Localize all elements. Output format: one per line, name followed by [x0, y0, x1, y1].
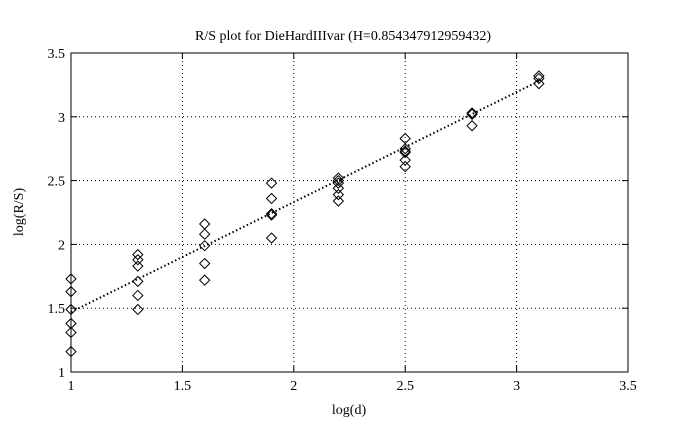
- y-axis-label: log(R/S): [12, 188, 27, 237]
- data-point-diamond: [198, 239, 211, 252]
- data-point-diamond: [132, 275, 144, 288]
- data-point-diamond: [332, 177, 345, 189]
- data-point-diamond: [198, 257, 211, 270]
- data-point-diamond: [399, 142, 411, 155]
- data-point-diamond: [65, 285, 77, 298]
- x-tick-label: 1.5: [174, 379, 192, 394]
- data-point-diamond: [265, 177, 278, 189]
- x-tick-label: 3.5: [619, 379, 637, 394]
- data-point-diamond: [198, 274, 211, 286]
- data-point-diamond: [332, 188, 345, 201]
- data-point-diamond: [533, 72, 545, 85]
- data-point-diamond: [198, 228, 211, 240]
- x-tick-labels: 1 1.5 2 2.5 3 3.5: [68, 379, 637, 394]
- chart-title: R/S plot for DieHardIIIvar (H=0.85434791…: [195, 29, 491, 44]
- data-point-diamond: [533, 77, 545, 90]
- fit-line-layer: [70, 80, 540, 313]
- x-tick-label: 3: [513, 379, 520, 394]
- data-point-diamond: [65, 317, 77, 330]
- y-tick-label: 2.5: [48, 175, 66, 190]
- data-point-diamond: [132, 289, 144, 302]
- data-point-diamond: [533, 70, 545, 82]
- data-point-diamond: [65, 345, 77, 358]
- y-tick-label: 1: [58, 366, 65, 381]
- data-point-diamond: [132, 248, 144, 261]
- data-point-diamond: [132, 254, 144, 266]
- data-point-diamond: [332, 174, 345, 187]
- data-point-diamond: [65, 303, 77, 316]
- data-point-diamond: [332, 195, 345, 207]
- data-point-diamond: [399, 154, 411, 166]
- x-tick-label: 2: [290, 379, 297, 394]
- x-axis-label: log(d): [332, 403, 367, 418]
- data-point-diamond: [65, 273, 77, 285]
- x-tick-label: 2.5: [396, 379, 414, 394]
- y-tick-label: 1.5: [48, 302, 66, 317]
- axis-ticks: [70, 52, 629, 373]
- y-tick-label: 3: [58, 111, 65, 126]
- data-point-diamond: [265, 209, 278, 221]
- data-point-diamond: [198, 218, 211, 230]
- x-tick-label: 1: [68, 379, 75, 394]
- y-tick-label: 2: [58, 238, 65, 253]
- data-point-diamond: [65, 326, 77, 339]
- plot-frame: [70, 52, 629, 373]
- data-point-diamond: [265, 232, 278, 244]
- y-tick-labels: 1 1.5 2 2.5 3 3.5: [48, 47, 66, 381]
- data-point-diamond: [399, 145, 411, 157]
- data-point-diamond: [399, 146, 411, 159]
- data-point-diamond: [399, 160, 411, 173]
- data-point-diamond: [466, 120, 478, 132]
- data-point-diamond: [466, 107, 478, 119]
- fit-line: [70, 80, 540, 313]
- data-point-diamond: [466, 108, 478, 120]
- data-point-diamond: [132, 260, 144, 272]
- y-tick-label: 3.5: [48, 47, 66, 62]
- data-point-diamond: [265, 208, 278, 220]
- data-point-diamond: [332, 182, 345, 194]
- data-point-diamond: [265, 192, 278, 205]
- data-points: [65, 70, 545, 358]
- data-point-diamond: [132, 303, 144, 316]
- grid-lines: [71, 53, 628, 372]
